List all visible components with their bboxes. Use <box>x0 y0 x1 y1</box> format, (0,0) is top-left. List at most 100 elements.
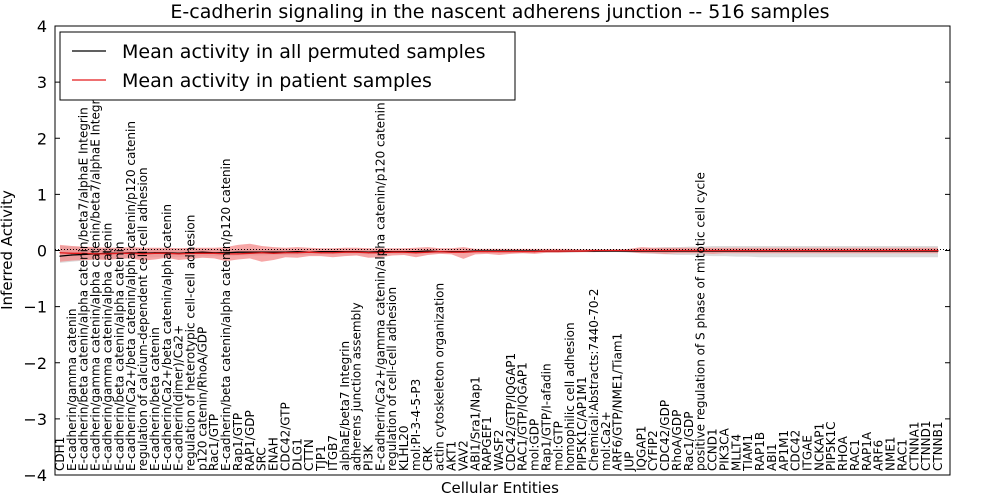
legend-box <box>59 31 516 101</box>
point-patient <box>878 249 880 252</box>
x-category-label: ABI1/Sra1/Nap1 <box>468 376 482 471</box>
point-patient <box>545 250 548 252</box>
point-patient <box>628 249 631 252</box>
x-category-label: RAP1/GDP <box>243 410 257 471</box>
point-patient <box>866 249 868 252</box>
point-patient <box>427 251 429 253</box>
x-category-label: Rac1/GDP <box>682 412 696 471</box>
point-patient <box>771 249 773 252</box>
point-patient <box>486 251 488 253</box>
x-category-label: ABI1 <box>765 443 779 471</box>
x-category-label: actin cytoskeleton organization <box>433 283 447 471</box>
x-category-label: CDC42/GTP/IQGAP1 <box>504 353 518 471</box>
point-patient <box>201 252 203 254</box>
point-patient <box>901 249 904 252</box>
point-patient <box>640 249 642 252</box>
y-tick-label: 0 <box>37 242 47 261</box>
x-category-label: RAPGEF1 <box>480 416 494 471</box>
point-patient <box>664 249 666 252</box>
point-patient <box>142 253 144 255</box>
y-tick-label: 1 <box>37 185 47 204</box>
point-patient <box>367 252 370 254</box>
point-patient <box>605 249 607 252</box>
x-category-label: E-cadherin/beta catenin/alpha catenin/p1… <box>219 158 233 471</box>
point-patient <box>332 252 334 254</box>
x-category-label: E-cadherin/Ca2+/beta catenin/alpha caten… <box>124 121 138 471</box>
point-patient <box>581 250 583 252</box>
point-patient <box>854 249 856 252</box>
point-patient <box>795 249 797 252</box>
point-patient <box>213 252 215 254</box>
x-category-label: AKT1 <box>445 441 459 471</box>
x-category-label: CTNND1 <box>919 420 933 471</box>
x-category-label: AP1M1 <box>777 430 791 471</box>
x-category-label: PIP5K1C/AP1M1 <box>575 376 589 471</box>
point-patient <box>106 253 109 255</box>
band-patient <box>60 243 938 262</box>
x-axis-label: Cellular Entities <box>441 479 559 497</box>
x-category-label: ITGB7 <box>326 435 340 471</box>
point-patient <box>593 249 595 252</box>
point-permuted <box>427 250 429 252</box>
point-patient <box>806 249 809 252</box>
x-category-label: CDC42/GDP <box>658 400 672 471</box>
x-category-label: mol:GTP <box>551 421 565 471</box>
point-patient <box>533 251 536 253</box>
x-category-label: RAC1/GTP/IQGAP1 <box>516 362 530 471</box>
x-category-label: VAV2 <box>456 440 470 471</box>
point-patient <box>225 253 227 255</box>
x-category-label: CDC42 <box>789 430 803 471</box>
x-category-label: RAC1 <box>848 439 862 471</box>
point-patient <box>59 252 61 254</box>
point-patient <box>296 252 298 254</box>
x-category-label: Rap1/GTP <box>231 413 245 471</box>
point-permuted <box>237 251 239 253</box>
point-patient <box>522 251 524 253</box>
point-permuted <box>71 254 73 256</box>
y-tick-label: 4 <box>37 17 47 36</box>
y-tick-label: −3 <box>23 410 47 429</box>
point-patient <box>889 249 892 252</box>
x-category-label: ENAH <box>267 437 281 471</box>
y-axis-ticks: −4 −3 −2 −1 0 1 2 3 4 <box>23 17 950 485</box>
x-category-label: TIAM1 <box>741 434 755 472</box>
x-category-label: PI3K <box>361 444 375 471</box>
x-category-label: MLLT4 <box>729 434 743 471</box>
point-permuted <box>201 251 203 253</box>
x-category-label: E-cadherin/gamma catenin/alpha catenin/b… <box>89 89 103 471</box>
point-patient <box>688 249 690 252</box>
y-tick-label: 2 <box>37 129 47 148</box>
point-permuted <box>320 251 322 253</box>
x-category-label: CCND1 <box>706 428 720 471</box>
point-permuted <box>332 251 334 253</box>
x-category-label: IQGAP1 <box>634 426 648 471</box>
point-patient <box>510 251 512 253</box>
point-permuted <box>379 251 381 253</box>
y-tick-label: −1 <box>23 298 47 317</box>
point-patient <box>747 249 749 252</box>
point-patient <box>652 249 654 252</box>
x-category-label: E-cadherin(dimer)/Ca2+ <box>172 325 186 471</box>
x-category-label: ARF6/GTP/NME1/Tiam1 <box>611 333 625 471</box>
point-patient <box>617 249 619 252</box>
point-patient <box>189 252 192 254</box>
x-category-label: E-cadherin/Ca2+/gamma catenin/alpha cate… <box>373 102 387 471</box>
x-category-label: E-cadherin/gamma catenin <box>65 308 79 471</box>
point-patient <box>272 252 275 254</box>
x-category-label: mol:Ca2+ <box>599 411 613 471</box>
point-patient <box>462 251 465 253</box>
x-category-label: CTTN <box>302 439 316 471</box>
x-category-label: RAP1B <box>753 432 767 471</box>
x-category-label: E-cadherin/gamma catenin/alpha catenin <box>100 223 114 471</box>
point-permuted <box>59 255 61 257</box>
point-patient <box>320 252 322 254</box>
legend-label-permuted: Mean activity in all permuted samples <box>122 41 485 63</box>
x-category-label: TJP1 <box>314 445 328 472</box>
y-tick-label: −4 <box>23 466 47 485</box>
point-patient <box>498 251 500 253</box>
x-category-label: alphaE/beta7 Integrin <box>338 341 352 471</box>
point-patient <box>71 252 73 254</box>
x-category-label: CTNNB1 <box>931 421 945 471</box>
point-permuted <box>415 251 417 253</box>
